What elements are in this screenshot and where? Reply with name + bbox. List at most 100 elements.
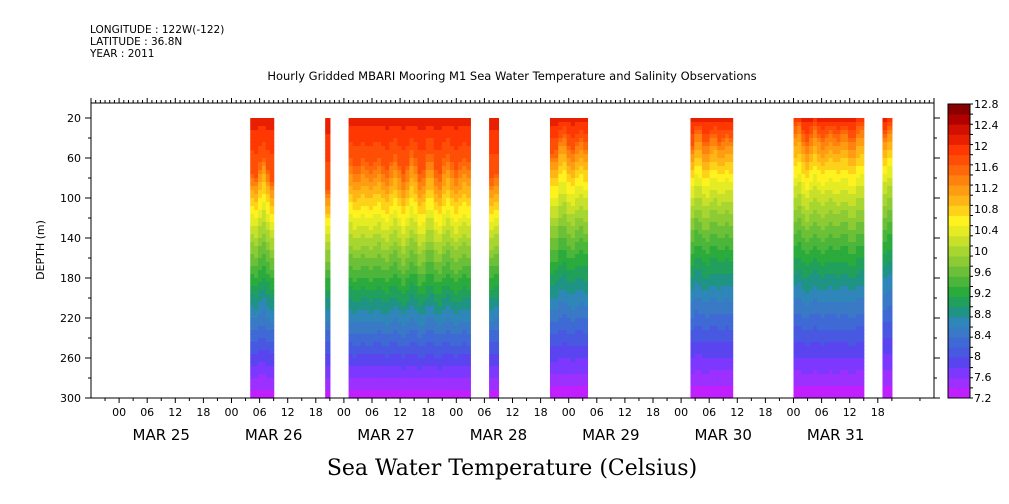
temperature-cell bbox=[809, 378, 814, 383]
temperature-cell bbox=[389, 318, 394, 323]
temperature-cell bbox=[820, 290, 826, 295]
temperature-cell bbox=[836, 122, 841, 127]
temperature-cell bbox=[554, 282, 559, 287]
temperature-cell bbox=[793, 310, 798, 315]
temperature-cell bbox=[813, 386, 818, 391]
temperature-cell bbox=[413, 214, 419, 219]
temperature-cell bbox=[579, 302, 584, 307]
temperature-cell bbox=[429, 318, 435, 323]
temperature-cell bbox=[690, 330, 695, 335]
temperature-cell bbox=[377, 382, 382, 387]
temperature-cell bbox=[409, 358, 415, 363]
temperature-cell bbox=[690, 286, 695, 291]
temperature-cell bbox=[709, 330, 715, 335]
temperature-cell bbox=[421, 122, 427, 127]
temperature-cell bbox=[709, 238, 715, 243]
temperature-cell bbox=[701, 142, 707, 147]
temperature-cell bbox=[728, 262, 734, 267]
temperature-cell bbox=[558, 298, 564, 303]
temperature-cell bbox=[793, 166, 798, 171]
temperature-cell bbox=[583, 158, 589, 163]
temperature-cell bbox=[558, 310, 564, 315]
temperature-cell bbox=[446, 154, 451, 159]
temperature-cell bbox=[409, 146, 415, 151]
temperature-cell bbox=[713, 218, 718, 223]
temperature-cell bbox=[325, 342, 331, 347]
temperature-cell bbox=[709, 178, 715, 183]
temperature-cell bbox=[705, 266, 711, 271]
temperature-cell bbox=[816, 182, 822, 187]
temperature-cell bbox=[429, 198, 435, 203]
temperature-cell bbox=[450, 202, 455, 207]
temperature-cell bbox=[462, 394, 467, 399]
temperature-cell bbox=[325, 382, 331, 387]
temperature-cell bbox=[705, 162, 711, 167]
temperature-cell bbox=[698, 130, 703, 135]
temperature-cell bbox=[717, 166, 722, 171]
temperature-cell bbox=[820, 390, 826, 395]
temperature-cell bbox=[381, 274, 386, 279]
temperature-cell bbox=[348, 166, 354, 171]
temperature-cell bbox=[269, 374, 275, 379]
temperature-cell bbox=[429, 242, 435, 247]
temperature-cell bbox=[377, 314, 382, 319]
temperature-cell bbox=[721, 254, 726, 259]
temperature-cell bbox=[554, 262, 559, 267]
temperature-cell bbox=[562, 286, 568, 291]
temperature-cell bbox=[269, 262, 275, 267]
temperature-cell bbox=[820, 202, 826, 207]
temperature-cell bbox=[446, 378, 451, 383]
temperature-cell bbox=[258, 326, 263, 331]
temperature-cell bbox=[352, 390, 358, 395]
temperature-cell bbox=[269, 266, 275, 271]
temperature-cell bbox=[462, 150, 467, 155]
temperature-cell bbox=[368, 210, 374, 215]
temperature-cell bbox=[437, 186, 443, 191]
temperature-cell bbox=[836, 342, 841, 347]
temperature-cell bbox=[820, 266, 826, 271]
temperature-cell bbox=[250, 158, 255, 163]
temperature-cell bbox=[377, 286, 382, 291]
temperature-cell bbox=[258, 206, 263, 211]
temperature-cell bbox=[458, 118, 463, 123]
temperature-cell bbox=[409, 118, 415, 123]
temperature-cell bbox=[401, 126, 407, 131]
temperature-cell bbox=[709, 190, 715, 195]
temperature-cell bbox=[389, 374, 394, 379]
temperature-cell bbox=[348, 258, 354, 263]
temperature-cell bbox=[356, 362, 362, 367]
temperature-cell bbox=[820, 322, 826, 327]
temperature-cell bbox=[694, 322, 699, 327]
temperature-cell bbox=[797, 166, 802, 171]
temperature-cell bbox=[433, 258, 439, 263]
temperature-cell bbox=[558, 158, 564, 163]
temperature-cell bbox=[397, 346, 402, 351]
temperature-cell bbox=[570, 210, 576, 215]
temperature-cell bbox=[489, 282, 495, 287]
temperature-cell bbox=[562, 302, 568, 307]
temperature-cell bbox=[489, 122, 495, 127]
temperature-cell bbox=[409, 338, 415, 343]
temperature-cell bbox=[466, 310, 471, 315]
temperature-cell bbox=[690, 174, 695, 179]
temperature-cell bbox=[701, 326, 707, 331]
temperature-cell bbox=[381, 158, 386, 163]
temperature-cell bbox=[401, 306, 407, 311]
temperature-cell bbox=[805, 346, 810, 351]
temperature-cell bbox=[356, 310, 362, 315]
temperature-cell bbox=[458, 210, 463, 215]
temperature-cell bbox=[352, 134, 358, 139]
temperature-cell bbox=[348, 294, 354, 299]
temperature-cell bbox=[562, 162, 568, 167]
temperature-cell bbox=[393, 318, 398, 323]
temperature-cell bbox=[797, 342, 802, 347]
temperature-cell bbox=[325, 366, 331, 371]
temperature-cell bbox=[265, 158, 271, 163]
temperature-cell bbox=[377, 346, 382, 351]
temperature-cell bbox=[421, 350, 427, 355]
temperature-cell bbox=[801, 382, 806, 387]
location-metadata: LONGITUDE : 122W(-122) LATITUDE : 36.8N … bbox=[90, 24, 224, 60]
temperature-cell bbox=[816, 330, 822, 335]
temperature-cell bbox=[254, 218, 259, 223]
temperature-cell bbox=[409, 278, 415, 283]
